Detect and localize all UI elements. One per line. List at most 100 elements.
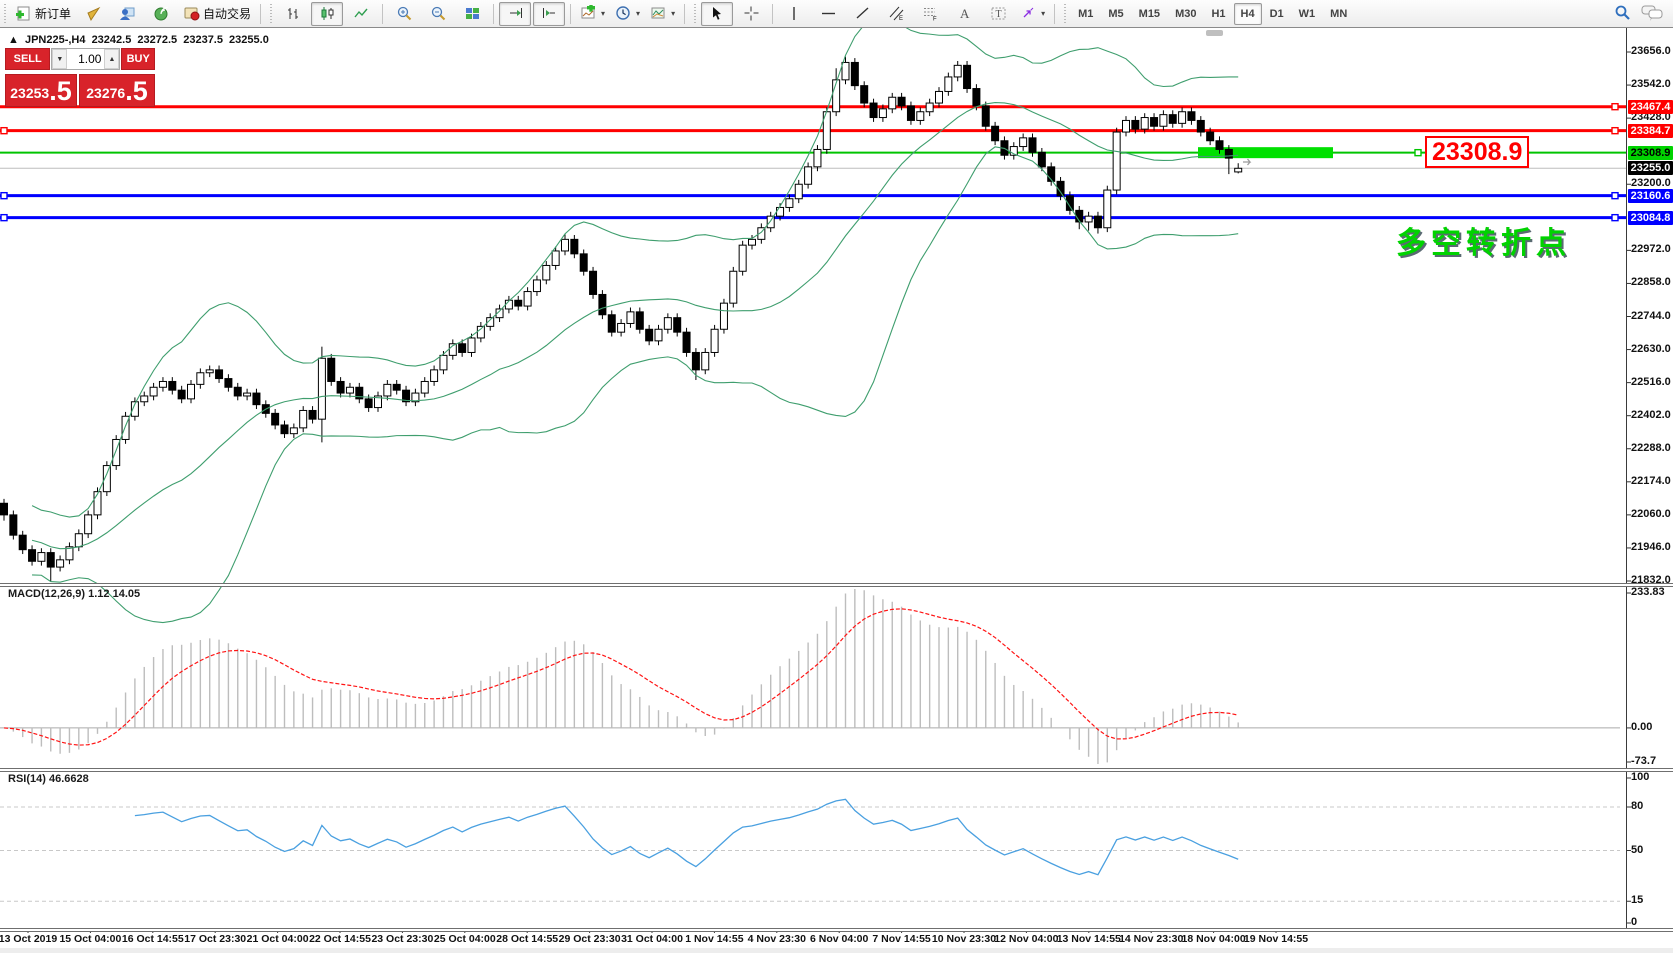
auto-scroll-button[interactable] xyxy=(499,1,532,26)
crosshair-button[interactable] xyxy=(735,2,767,26)
sell-button[interactable]: SELL xyxy=(5,48,51,70)
arrows-icon xyxy=(1023,7,1034,18)
periods-clock-icon xyxy=(616,6,630,20)
trendline-button[interactable] xyxy=(846,2,878,26)
signals-button[interactable] xyxy=(145,2,177,26)
new-order-icon xyxy=(16,6,30,21)
main-macd-divider[interactable] xyxy=(0,583,1673,587)
bar-chart-button[interactable] xyxy=(277,2,309,26)
macd-rsi-divider[interactable] xyxy=(0,768,1673,772)
time-axis-label: 1 Nov 14:55 xyxy=(685,933,744,945)
timeframe-button-w1[interactable]: W1 xyxy=(1298,7,1316,20)
candlestick-chart-button[interactable] xyxy=(311,1,344,26)
price-axis-badge: 23308.9 xyxy=(1628,145,1673,160)
zoom-out-button[interactable] xyxy=(422,2,454,26)
chart-shift-marker[interactable] xyxy=(1206,30,1223,36)
bar-chart-icon xyxy=(287,8,298,19)
signals-icon xyxy=(154,6,168,21)
sell-price-main: 23253 xyxy=(10,85,50,101)
metaeditor-button[interactable] xyxy=(77,2,109,26)
rsi-level-label: 0 xyxy=(1631,916,1638,928)
volume-increase-button[interactable]: ▲ xyxy=(104,49,120,69)
volume-input[interactable]: 1.00 xyxy=(78,52,102,66)
time-axis-label: 19 Nov 14:55 xyxy=(1243,933,1309,945)
price-axis-tick-label: 23656.0 xyxy=(1631,45,1671,57)
zoom-in-icon xyxy=(397,6,411,21)
price-axis-badge: 23255.0 xyxy=(1628,161,1673,176)
timeframe-toolbar: M1 M5 M15 M30 H1 H4 D1 W1 MN xyxy=(1071,2,1354,25)
indicators-button[interactable]: ▾ xyxy=(576,2,609,26)
volume-decrease-button[interactable]: ▼ xyxy=(52,49,68,69)
sell-price-button[interactable]: 23253.5 xyxy=(5,74,77,107)
chart-shift-button[interactable] xyxy=(533,1,566,26)
buy-button[interactable]: BUY xyxy=(121,48,156,70)
fibonacci-button[interactable]: F xyxy=(914,2,946,26)
auto-scroll-icon xyxy=(509,8,522,18)
macd-indicator-label: MACD(12,26,9) 1.12 14.05 xyxy=(8,588,141,600)
chart-shift-icon xyxy=(542,8,555,18)
toolbar-grip[interactable] xyxy=(692,3,698,24)
cursor-button[interactable] xyxy=(701,1,734,26)
timeframe-button-h4[interactable]: H4 xyxy=(1233,2,1262,25)
text-label-button[interactable]: T xyxy=(982,2,1014,26)
macd-signal-value: 14.05 xyxy=(112,588,141,600)
toolbar-separator xyxy=(493,3,495,24)
text-button[interactable]: A xyxy=(948,2,980,26)
toolbar-grip[interactable] xyxy=(268,3,274,24)
svg-text:E: E xyxy=(899,16,903,22)
time-axis-divider xyxy=(0,928,1673,932)
timeframe-button-m1[interactable]: M1 xyxy=(1078,7,1094,20)
macd-axis-label: 233.83 xyxy=(1631,586,1665,598)
price-callout-label[interactable]: 23308.9 xyxy=(1425,136,1530,168)
time-axis-label: 25 Oct 04:00 xyxy=(433,933,496,945)
periods-dropdown-caret[interactable]: ▾ xyxy=(636,9,641,18)
rsi-level-label: 80 xyxy=(1631,800,1644,812)
buy-price-frac: .5 xyxy=(125,76,148,106)
tile-windows-button[interactable] xyxy=(456,2,488,26)
autotrading-button[interactable]: 自动交易 xyxy=(179,2,255,26)
timeframe-button-d1[interactable]: D1 xyxy=(1269,7,1284,20)
zoom-out-icon xyxy=(431,6,445,21)
mql5-community-button[interactable] xyxy=(111,2,143,26)
line-chart-button[interactable] xyxy=(345,2,377,26)
trade-panel-toggle-icon[interactable]: ▲ xyxy=(8,34,19,46)
time-axis-label: 7 Nov 14:55 xyxy=(872,933,931,945)
toolbar-separator xyxy=(260,3,262,24)
rsi-level-label: 100 xyxy=(1631,771,1650,783)
new-order-button[interactable]: 新订单 xyxy=(11,2,75,26)
vertical-line-button[interactable] xyxy=(778,2,810,26)
time-axis-label: 18 Nov 04:00 xyxy=(1181,933,1246,945)
timeframe-button-m5[interactable]: M5 xyxy=(1108,7,1124,20)
macd-axis-label: 0.00 xyxy=(1631,720,1653,733)
time-axis-label: 4 Nov 23:30 xyxy=(747,933,806,945)
periods-button[interactable]: ▾ xyxy=(611,2,644,26)
chat-icon[interactable] xyxy=(1641,4,1665,21)
chinese-annotation-text[interactable]: 多空转折点 xyxy=(1396,227,1571,260)
timeframe-button-mn[interactable]: MN xyxy=(1330,7,1348,20)
timeframe-button-m15[interactable]: M15 xyxy=(1138,7,1161,20)
horizontal-line-button[interactable] xyxy=(812,2,844,26)
time-axis-label: 28 Oct 14:55 xyxy=(496,933,559,945)
buy-price-button[interactable]: 23276.5 xyxy=(79,74,155,107)
indicators-dropdown-caret[interactable]: ▾ xyxy=(601,9,606,18)
equidistant-channel-button[interactable]: E xyxy=(880,2,912,26)
price-axis-tick-label: 22288.0 xyxy=(1631,441,1671,454)
chart-area[interactable] xyxy=(0,28,1673,953)
metaeditor-icon xyxy=(86,6,100,22)
rsi-level-label: 50 xyxy=(1631,843,1644,856)
toolbar-grip[interactable] xyxy=(1062,3,1068,24)
toolbar-separator xyxy=(1054,3,1056,24)
zoom-in-button[interactable] xyxy=(388,2,420,26)
timeframe-button-h1[interactable]: H1 xyxy=(1211,7,1226,20)
toolbar-grip[interactable] xyxy=(2,3,7,24)
search-icon[interactable] xyxy=(1614,4,1631,21)
price-axis-tick-label: 23428.0 xyxy=(1631,111,1671,124)
timeframe-button-m30[interactable]: M30 xyxy=(1175,7,1197,20)
templates-button[interactable]: ▾ xyxy=(646,2,679,26)
arrows-button[interactable]: ▾ xyxy=(1016,2,1049,26)
time-axis-label: 15 Oct 04:00 xyxy=(59,933,122,945)
low-value: 23237.5 xyxy=(183,34,223,46)
templates-dropdown-caret[interactable]: ▾ xyxy=(671,9,676,18)
price-axis-tick-label: 22858.0 xyxy=(1631,276,1671,289)
arrows-dropdown-caret[interactable]: ▾ xyxy=(1041,9,1046,18)
